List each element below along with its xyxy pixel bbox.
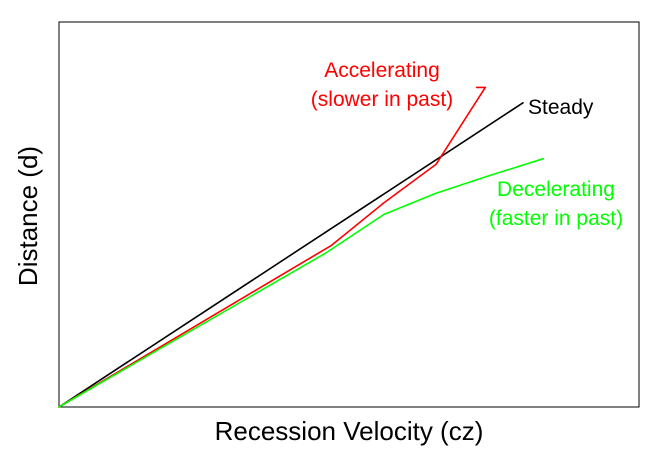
series-label-accelerating-1: Accelerating [324, 59, 440, 82]
label-layer: Steady Accelerating (slower in past) Decele… [311, 59, 623, 230]
series-label-decelerating-2: (faster in past) [489, 207, 623, 230]
y-axis-label: Distance (d) [13, 146, 43, 286]
series-line-steady [58, 102, 524, 408]
x-axis-label: Recession Velocity (cz) [215, 416, 484, 446]
series-label-steady-1: Steady [528, 96, 594, 119]
series-line-accelerating [58, 86, 487, 408]
series-layer [58, 86, 545, 408]
series-label-accelerating-2: (slower in past) [311, 88, 453, 111]
series-label-decelerating-1: Decelerating [497, 178, 615, 201]
series-line-decelerating [58, 157, 545, 408]
